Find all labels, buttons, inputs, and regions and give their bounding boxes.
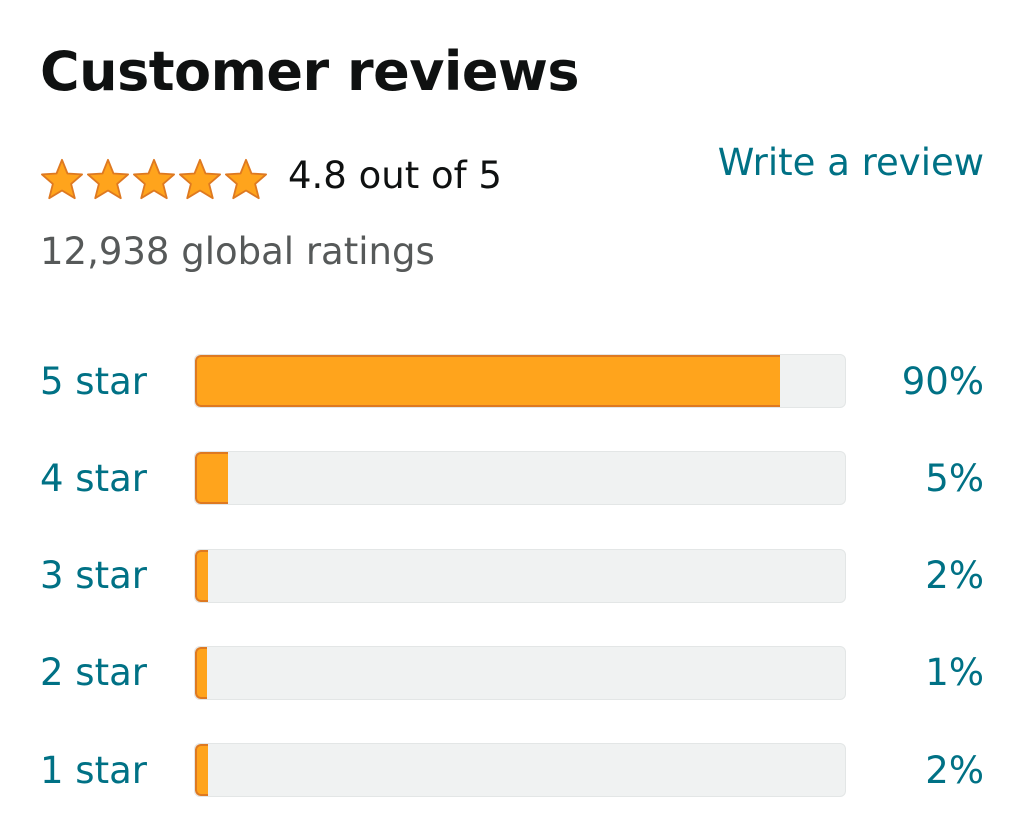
histogram-row-4-star[interactable]: 4 star 5% bbox=[40, 450, 984, 506]
page-title: Customer reviews bbox=[40, 40, 580, 103]
rating-bar bbox=[194, 743, 846, 798]
histogram-row-2-star[interactable]: 2 star 1% bbox=[40, 645, 984, 701]
star-label[interactable]: 3 star bbox=[40, 554, 147, 598]
rating-text: 4.8 out of 5 bbox=[288, 154, 502, 197]
rating-bar-fill bbox=[195, 355, 780, 407]
global-ratings-count: 12,938 global ratings bbox=[40, 230, 435, 273]
star-rating bbox=[40, 158, 268, 200]
percent-label[interactable]: 90% bbox=[901, 359, 984, 403]
rating-bar-fill bbox=[195, 744, 208, 797]
histogram-row-1-star[interactable]: 1 star 2% bbox=[40, 742, 984, 798]
rating-bar-fill bbox=[195, 452, 228, 505]
star-label[interactable]: 4 star bbox=[40, 456, 147, 500]
percent-label[interactable]: 5% bbox=[925, 456, 984, 500]
rating-bar bbox=[194, 451, 846, 506]
star-label[interactable]: 5 star bbox=[40, 359, 147, 403]
histogram-row-5-star[interactable]: 5 star 90% bbox=[40, 353, 984, 409]
star-icon bbox=[41, 158, 83, 200]
rating-bar-fill bbox=[195, 549, 208, 602]
percent-label[interactable]: 2% bbox=[925, 748, 984, 792]
star-icon bbox=[225, 158, 267, 200]
star-label[interactable]: 1 star bbox=[40, 748, 147, 792]
star-icon bbox=[86, 158, 129, 200]
rating-bar bbox=[194, 645, 846, 700]
star-icon bbox=[133, 158, 175, 200]
rating-bar-fill bbox=[195, 646, 207, 699]
histogram-row-3-star[interactable]: 3 star 2% bbox=[40, 548, 984, 604]
rating-bar bbox=[194, 354, 846, 408]
write-review-link[interactable]: Write a review bbox=[717, 141, 984, 184]
percent-label[interactable]: 2% bbox=[925, 554, 984, 598]
star-label[interactable]: 2 star bbox=[40, 651, 147, 695]
rating-bar bbox=[194, 548, 846, 603]
percent-label[interactable]: 1% bbox=[925, 651, 984, 695]
star-icon bbox=[179, 158, 221, 200]
